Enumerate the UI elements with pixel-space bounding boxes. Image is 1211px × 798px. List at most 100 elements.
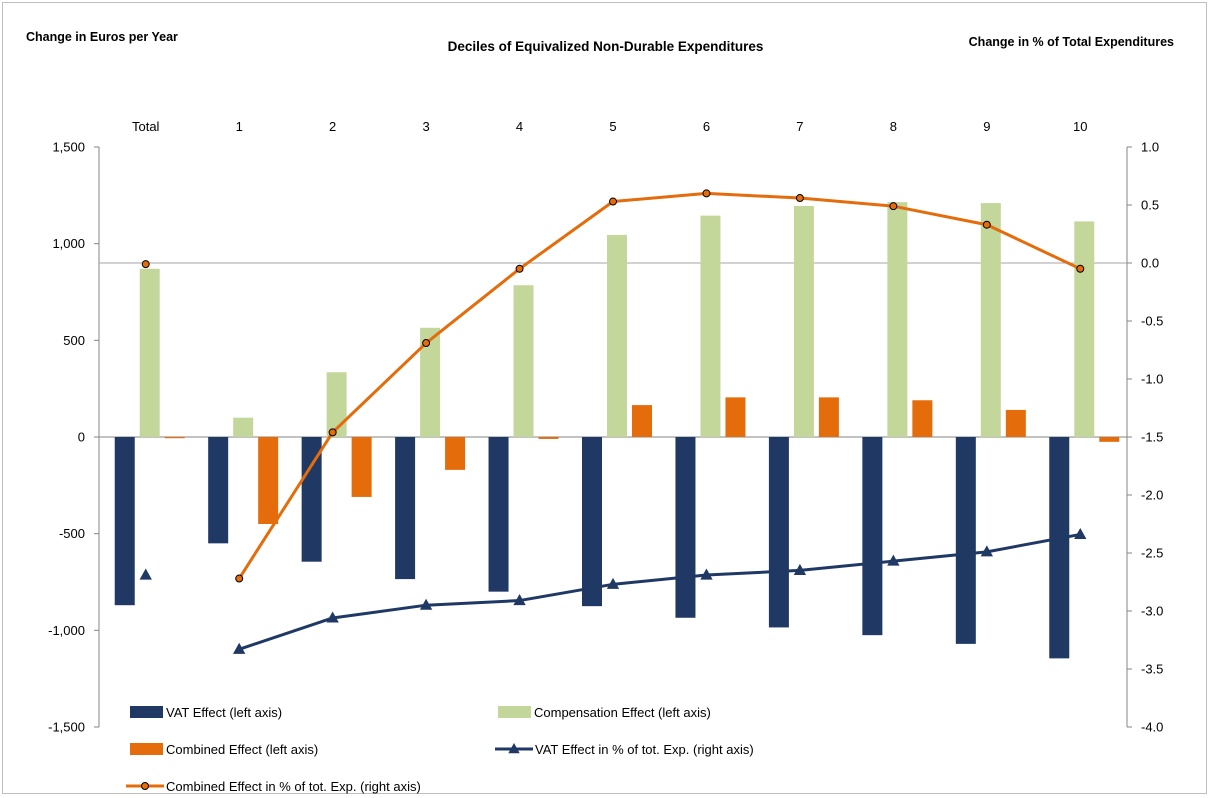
- vat-percent-point: [793, 563, 807, 575]
- right-axis-tick-label: -3.0: [1141, 604, 1163, 619]
- combined-percent-point: [328, 428, 337, 437]
- chart-title: Deciles of Equivalized Non-Durable Expen…: [447, 39, 764, 54]
- legend-marker: [508, 743, 520, 754]
- vat-percent-point: [700, 568, 713, 580]
- combined-percent-point: [141, 260, 150, 269]
- category-label: Total: [132, 119, 160, 134]
- right-axis-tick-label: -3.5: [1141, 662, 1163, 677]
- legend-marker: [141, 782, 149, 790]
- legend-swatch: [130, 706, 163, 718]
- bar-vat: [955, 437, 976, 644]
- bar-combined: [912, 400, 933, 437]
- right-axis-tick-label: 0.5: [1141, 198, 1159, 213]
- right-axis-tick-label: -4.0: [1141, 720, 1163, 735]
- bar-combined: [818, 397, 839, 437]
- combined-percent-point: [982, 220, 991, 229]
- category-label: 4: [516, 119, 523, 134]
- combined-percent-line: [237, 191, 1081, 580]
- bar-vat: [208, 437, 229, 544]
- combined-percent-point: [422, 339, 431, 348]
- bar-vat: [395, 437, 416, 580]
- category-label: 5: [609, 119, 616, 134]
- category-label: 7: [796, 119, 803, 134]
- bar-compensation: [980, 203, 1001, 437]
- bar-combined: [538, 437, 559, 439]
- combined-percent-point: [235, 574, 244, 583]
- combined-percent-point: [702, 189, 711, 198]
- combined-percent-point: [1076, 264, 1085, 273]
- left-axis-tick-label: 1,500: [52, 140, 85, 155]
- bar-vat: [1049, 437, 1070, 659]
- category-label: 8: [890, 119, 897, 134]
- left-axis-tick-label: 1,000: [52, 236, 85, 251]
- legend-label: Compensation Effect (left axis): [534, 705, 711, 720]
- right-axis-tick-label: -1.5: [1141, 430, 1163, 445]
- bar-combined: [725, 397, 746, 437]
- legend-label: Combined Effect in % of tot. Exp. (right…: [166, 779, 421, 794]
- right-axis-tick-label: -2.0: [1141, 488, 1163, 503]
- vat-percent-point: [326, 611, 339, 623]
- right-axis-tick-label: 1.0: [1141, 140, 1159, 155]
- bar-combined: [351, 437, 372, 497]
- bar-combined: [632, 405, 652, 437]
- category-label: 1: [236, 119, 243, 134]
- bar-compensation: [887, 202, 908, 437]
- combined-percent-point: [889, 202, 898, 211]
- bar-vat: [862, 437, 883, 636]
- bar-compensation: [793, 205, 814, 437]
- left-axis-tick-label: -1,500: [48, 720, 85, 735]
- legend-label: VAT Effect (left axis): [166, 705, 282, 720]
- vat-percent-point: [513, 594, 526, 606]
- bar-compensation: [513, 285, 534, 437]
- vat-percent-point: [1074, 527, 1087, 539]
- left-axis-tick-label: 500: [63, 333, 85, 348]
- combined-percent-point: [609, 197, 617, 206]
- left-axis-tick-label: 0: [78, 430, 85, 445]
- vat-percent-line: [238, 532, 1081, 651]
- bar-combined: [1099, 437, 1120, 442]
- bar-compensation: [700, 215, 721, 437]
- right-axis-title: Change in % of Total Expenditures: [968, 35, 1174, 49]
- category-label: 2: [329, 119, 336, 134]
- vat-percent-point: [419, 598, 433, 610]
- bar-combined: [164, 437, 185, 439]
- right-axis-tick-label: -1.0: [1141, 372, 1163, 387]
- bar-compensation: [1074, 221, 1095, 437]
- vat-percent-point: [139, 568, 152, 580]
- combined-percent-point: [795, 194, 804, 203]
- category-label: 10: [1073, 119, 1087, 134]
- left-axis-title: Change in Euros per Year: [26, 30, 178, 44]
- left-axis-tick-label: -1,000: [48, 623, 85, 638]
- bar-compensation: [139, 268, 160, 437]
- bar-vat: [114, 437, 135, 606]
- combined-percent-point: [515, 264, 524, 273]
- bar-vat: [301, 437, 322, 562]
- bar-compensation: [233, 417, 254, 437]
- category-label: 3: [422, 119, 429, 134]
- bar-compensation: [326, 372, 347, 437]
- legend-swatch: [130, 743, 163, 755]
- vat-percent-point: [980, 545, 993, 557]
- legend-label: Combined Effect (left axis): [166, 742, 318, 757]
- right-axis-tick-label: 0.0: [1141, 256, 1159, 271]
- legend-label: VAT Effect in % of tot. Exp. (right axis…: [535, 742, 754, 757]
- right-axis-tick-label: -2.5: [1141, 546, 1163, 561]
- bar-combined: [1005, 409, 1026, 437]
- category-label: 6: [703, 119, 710, 134]
- bar-compensation: [420, 327, 441, 437]
- category-label: 9: [983, 119, 990, 134]
- bar-vat: [582, 437, 602, 607]
- bar-combined: [258, 437, 279, 524]
- left-axis-tick-label: -500: [59, 526, 85, 541]
- vat-percent-point: [887, 554, 900, 566]
- vat-percent-point: [233, 642, 246, 654]
- legend-swatch: [498, 706, 531, 718]
- bar-combined: [445, 437, 466, 470]
- vat-percent-point: [606, 577, 620, 589]
- bar-compensation: [607, 234, 627, 437]
- bar-vat: [675, 437, 696, 618]
- bar-vat: [768, 437, 789, 628]
- bar-vat: [488, 437, 509, 592]
